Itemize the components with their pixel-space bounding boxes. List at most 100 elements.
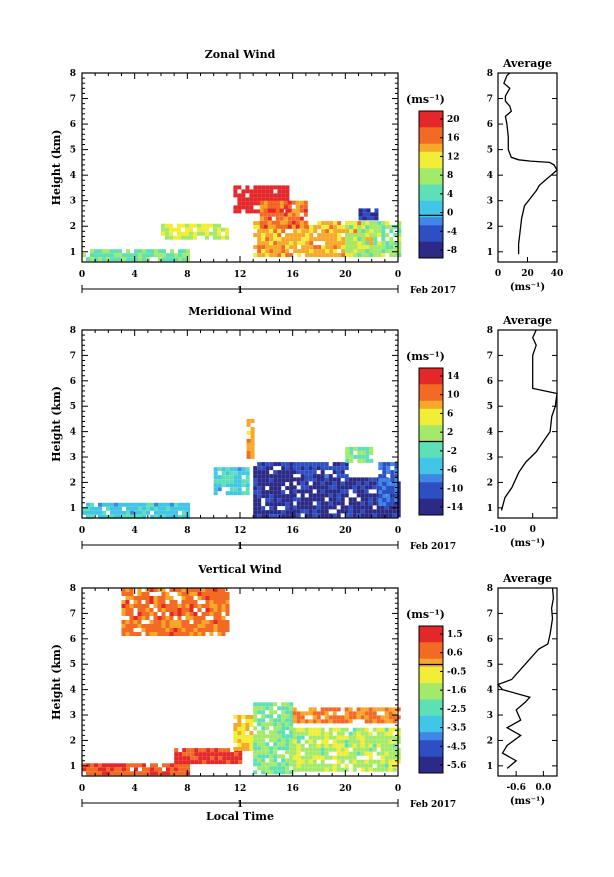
- heatmap-cell: [373, 249, 378, 254]
- heatmap-cell: [308, 719, 313, 724]
- average-y-tick-label: 5: [487, 146, 493, 156]
- heatmap-cell: [352, 739, 357, 744]
- heatmap-cell: [186, 752, 191, 757]
- heatmap-cell: [289, 742, 294, 747]
- heatmap-cell: [292, 477, 297, 482]
- heatmap-cell: [213, 600, 218, 604]
- heatmap-cell: [277, 470, 282, 475]
- heatmap-cell: [154, 763, 158, 768]
- heatmap-cell: [388, 755, 393, 760]
- heatmap-cell: [129, 616, 134, 620]
- heatmap-cell: [292, 739, 297, 744]
- heatmap-cell: [94, 257, 98, 262]
- heatmap-cell: [110, 502, 114, 507]
- heatmap-cell: [389, 253, 394, 258]
- heatmap-cell: [308, 509, 313, 514]
- average-frame: [497, 587, 558, 777]
- heatmap-cell: [94, 767, 98, 772]
- heatmap-cell: [275, 220, 280, 225]
- heatmap-cell: [373, 229, 378, 234]
- heatmap-cell: [277, 770, 282, 775]
- heatmap-cell: [289, 233, 294, 238]
- heatmap-cell: [186, 253, 190, 258]
- heatmap-cell: [126, 253, 130, 258]
- heatmap-cell: [304, 719, 309, 724]
- heatmap-cell: [369, 229, 374, 234]
- average-title: Average: [502, 572, 552, 585]
- heatmap-cell: [281, 245, 286, 250]
- heatmap-cell: [245, 491, 250, 496]
- heatmap-cell: [225, 596, 230, 600]
- heatmap-cell: [261, 746, 266, 751]
- heatmap-cell: [372, 727, 377, 732]
- heatmap-cell: [145, 628, 150, 632]
- heatmap-cell: [269, 758, 274, 763]
- heatmap-cell: [277, 478, 282, 483]
- heatmap-cell: [329, 237, 334, 242]
- heatmap-cell: [340, 470, 345, 475]
- heatmap-cell: [321, 233, 326, 238]
- heatmap-cell: [257, 237, 262, 242]
- heatmap-cell: [146, 767, 150, 772]
- heatmap-cell: [261, 494, 266, 499]
- heatmap-cell: [352, 509, 357, 514]
- heatmap-cell: [238, 756, 243, 761]
- heatmap-cell: [114, 253, 118, 258]
- heatmap-cell: [178, 756, 183, 761]
- heatmap-cell: [289, 514, 294, 519]
- heatmap-cell: [213, 471, 218, 476]
- heatmap-cell: [153, 596, 158, 600]
- heatmap-cell: [161, 231, 165, 236]
- heatmap-cell: [221, 483, 226, 488]
- heatmap-cell: [312, 474, 317, 479]
- heatmap-cell: [261, 750, 266, 755]
- heatmap-cell: [277, 462, 282, 467]
- y-tick-label: 1: [70, 248, 76, 258]
- heatmap-cell: [320, 501, 325, 506]
- heatmap-cell: [328, 763, 333, 768]
- heatmap-cell: [157, 632, 162, 636]
- heatmap-cell: [300, 763, 305, 768]
- heatmap-cell: [384, 747, 389, 752]
- heatmap-cell: [245, 715, 250, 719]
- heatmap-cell: [269, 482, 274, 487]
- date-month-label: Feb 2017: [410, 800, 456, 810]
- heatmap-cell: [364, 497, 369, 502]
- heatmap-cell: [253, 233, 258, 238]
- heatmap-cell: [365, 458, 370, 463]
- heatmap-cell: [229, 471, 234, 476]
- colorbar-tick-label: -4.5: [447, 742, 466, 752]
- heatmap-cell: [253, 702, 258, 707]
- heatmap-cell: [320, 731, 325, 736]
- heatmap-cell: [213, 487, 218, 492]
- heatmap-cell: [364, 711, 369, 716]
- heatmap-cell: [353, 253, 358, 258]
- heatmap-cell: [265, 462, 270, 467]
- heatmap-cell: [213, 475, 218, 480]
- heatmap-cell: [386, 490, 391, 495]
- heatmap-cell: [189, 604, 194, 608]
- heatmap-cell: [213, 620, 218, 624]
- heatmap-cell: [125, 596, 130, 600]
- heatmap-cell: [304, 489, 309, 494]
- heatmap-cell: [381, 253, 386, 258]
- heatmap-cell: [289, 758, 294, 763]
- heatmap-cell: [186, 760, 191, 765]
- heatmap-cell: [390, 474, 395, 479]
- heatmap-cell: [197, 223, 201, 228]
- heatmap-cell: [261, 702, 266, 707]
- heatmap-cell: [333, 237, 338, 242]
- heatmap-cell: [221, 620, 226, 624]
- heatmap-cell: [300, 505, 305, 510]
- heatmap-cell: [341, 253, 346, 258]
- heatmap-cell: [253, 209, 258, 214]
- heatmap-cell: [361, 241, 366, 246]
- heatmap-cell: [333, 241, 338, 246]
- heatmap-cell: [281, 498, 286, 503]
- heatmap-cell: [233, 185, 238, 190]
- heatmap-cell: [166, 763, 170, 768]
- heatmap-cell: [292, 735, 297, 740]
- heatmap-cell: [250, 454, 255, 459]
- heatmap-cell: [257, 490, 262, 495]
- heatmap-cell: [360, 751, 365, 756]
